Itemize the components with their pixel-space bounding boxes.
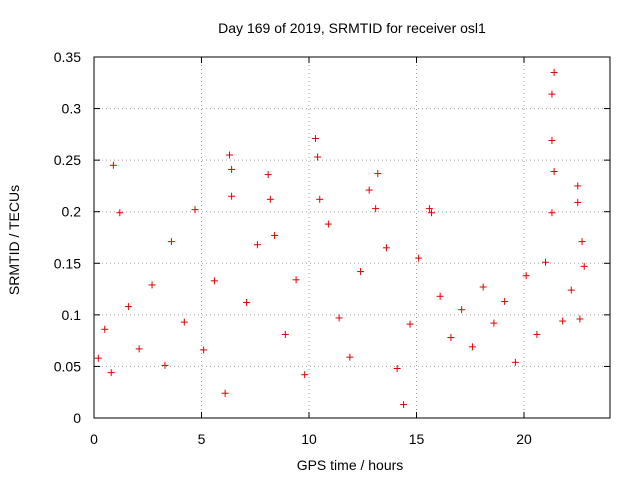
data-point — [436, 292, 444, 300]
data-point — [559, 317, 567, 325]
y-tick-label: 0.3 — [62, 101, 82, 117]
data-point — [335, 314, 343, 322]
data-points — [94, 68, 588, 409]
data-point — [533, 330, 541, 338]
data-point — [406, 320, 414, 328]
data-point — [253, 241, 261, 249]
data-point — [574, 198, 582, 206]
x-tick-label: 15 — [409, 431, 425, 447]
data-point — [116, 209, 124, 217]
data-point — [522, 272, 530, 280]
data-point — [324, 220, 332, 228]
data-point — [94, 354, 102, 362]
y-tick-label: 0.25 — [54, 152, 81, 168]
data-point — [479, 283, 487, 291]
data-point — [271, 231, 279, 239]
grid — [94, 57, 610, 418]
data-point — [415, 254, 423, 262]
chart-title: Day 169 of 2019, SRMTID for receiver osl… — [218, 20, 486, 36]
data-point — [357, 268, 365, 276]
data-point — [458, 306, 466, 314]
data-point — [200, 346, 208, 354]
data-point — [542, 258, 549, 266]
data-point — [167, 238, 175, 246]
y-tick-label: 0.2 — [62, 204, 82, 220]
data-point — [548, 90, 556, 98]
x-tick-label: 5 — [198, 431, 206, 447]
data-point — [225, 151, 233, 159]
data-point — [161, 361, 169, 369]
x-tick-label: 10 — [301, 431, 317, 447]
axis-ticks — [93, 56, 610, 419]
data-point — [346, 353, 354, 361]
data-point — [574, 182, 582, 190]
y-tick-label: 0.05 — [54, 358, 81, 374]
data-point — [109, 161, 117, 169]
data-point — [365, 186, 373, 194]
data-point — [374, 170, 382, 178]
data-point — [548, 137, 556, 145]
data-point — [135, 345, 143, 353]
data-point — [393, 364, 401, 372]
plot-frame — [93, 56, 611, 419]
data-point — [191, 206, 199, 214]
y-axis-title: SRMTID / TECUs — [6, 185, 22, 295]
data-point — [468, 343, 476, 351]
data-point — [180, 318, 188, 326]
data-point — [107, 369, 115, 377]
data-point — [243, 298, 251, 306]
data-point — [101, 325, 109, 333]
data-point — [266, 195, 274, 203]
y-tick-label: 0 — [73, 410, 81, 426]
data-point — [148, 281, 156, 289]
data-point — [400, 401, 408, 409]
data-point — [292, 276, 300, 284]
y-tick-label: 0.1 — [62, 307, 82, 323]
data-point — [425, 205, 433, 213]
data-point — [447, 334, 455, 342]
data-point — [228, 192, 236, 200]
data-point — [550, 167, 558, 175]
data-point — [311, 134, 319, 142]
y-tick-label: 0.15 — [54, 255, 81, 271]
y-tick-labels: 0 0.05 0.1 0.15 0.2 0.25 0.3 0.35 — [54, 49, 81, 426]
data-point — [210, 277, 218, 285]
data-point — [301, 371, 309, 379]
data-point — [314, 153, 322, 161]
data-point — [511, 358, 519, 366]
data-point — [428, 209, 436, 217]
data-point — [264, 171, 272, 179]
data-point — [372, 205, 380, 213]
x-tick-labels: 0 5 10 15 20 — [90, 431, 532, 447]
data-point — [490, 319, 498, 327]
data-point — [580, 262, 588, 270]
data-point — [578, 238, 586, 246]
y-tick-label: 0.35 — [54, 49, 81, 65]
data-point — [281, 330, 289, 338]
x-axis-title: GPS time / hours — [297, 457, 404, 473]
data-point — [382, 244, 390, 252]
data-point — [228, 165, 236, 173]
data-point — [567, 286, 575, 294]
data-point — [501, 297, 509, 305]
data-point — [576, 315, 584, 323]
data-point — [550, 68, 558, 76]
data-point — [221, 389, 229, 397]
x-tick-label: 0 — [90, 431, 98, 447]
data-point — [316, 195, 324, 203]
data-point — [548, 209, 556, 217]
x-tick-label: 20 — [516, 431, 532, 447]
data-point — [124, 303, 132, 311]
